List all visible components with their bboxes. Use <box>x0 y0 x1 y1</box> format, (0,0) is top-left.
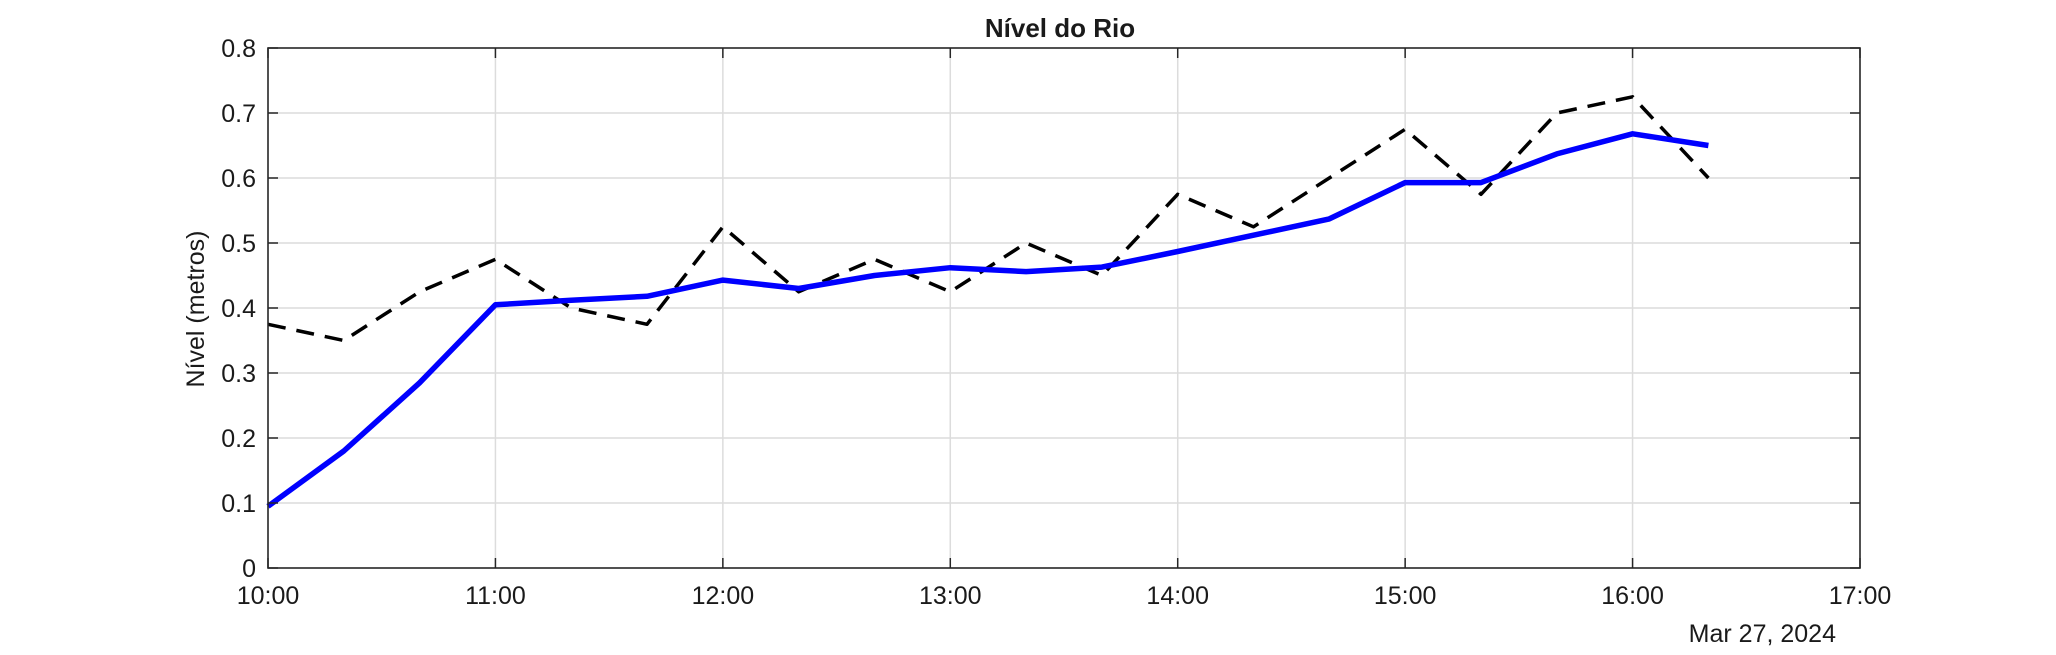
x-axis-date-label: Mar 27, 2024 <box>1689 620 1836 648</box>
x-tick-label: 16:00 <box>1601 582 1664 610</box>
y-tick-label: 0.1 <box>221 490 256 518</box>
y-tick-label: 0.5 <box>221 230 256 258</box>
y-tick-label: 0.3 <box>221 360 256 388</box>
series-line-solid <box>266 131 1709 509</box>
y-tick-label: 0.6 <box>221 165 256 193</box>
x-tick-label: 15:00 <box>1374 582 1437 610</box>
ticks: 10:00 11:00 12:00 13:00 14:00 15:00 16:00 17:00… <box>221 35 1891 610</box>
x-tick-label: 12:00 <box>692 582 755 610</box>
y-tick-label: 0.2 <box>221 425 256 453</box>
y-tick-label: 0.8 <box>221 35 256 63</box>
x-tick-label: 14:00 <box>1146 582 1209 610</box>
x-tick-label: 13:00 <box>919 582 982 610</box>
y-tick-label: 0.4 <box>221 295 256 323</box>
plot-area <box>266 95 1710 509</box>
x-tick-label: 10:00 <box>237 582 300 610</box>
x-tick-label: 17:00 <box>1829 582 1892 610</box>
chart-title: Nível do Rio <box>985 13 1135 43</box>
y-tick-label: 0.7 <box>221 100 256 128</box>
y-axis-label: Nível (metros) <box>182 231 210 388</box>
y-tick-label: 0 <box>242 555 256 583</box>
x-tick-label: 11:00 <box>465 582 526 610</box>
